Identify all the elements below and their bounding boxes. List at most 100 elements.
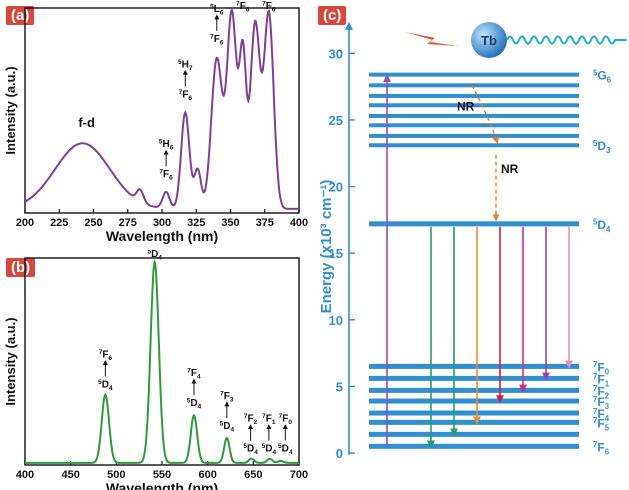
level-label-7F0: 7F0 [593, 360, 610, 376]
x-tick-label-b: 400 [16, 469, 34, 481]
transition-upper-label: 7F4 [187, 368, 201, 381]
y-tick-label: 10 [329, 313, 343, 328]
y-tick-label: 25 [329, 113, 343, 128]
transition-lower-label: 5D4 [243, 443, 258, 456]
x-tick-label-b: 450 [61, 469, 79, 481]
energy-level-5D4 [369, 221, 579, 227]
x-tick-label-a: 250 [84, 217, 102, 229]
level-label-7F1: 7F1 [593, 372, 610, 388]
x-tick-label-b: 500 [107, 469, 125, 481]
level-label-7F3: 7F3 [593, 395, 610, 411]
transition-lower-label: 7F6 [262, 1, 276, 14]
annotation-label-a: f-d [78, 115, 95, 130]
chart-c-energy-diagram: 0 5 10 15 20 25 30 Energy (x10³ cm⁻¹) 5G6 5D3 5D4 7… [318, 21, 627, 461]
nr-label-2: NR [501, 162, 519, 176]
x-tick-label-a: 225 [50, 217, 68, 229]
transition-annotation-a: 7F65G6 [262, 1, 276, 14]
spectrum-line-b [25, 259, 299, 464]
tb-ion-label: Tb [481, 33, 497, 48]
transition-lower-label: 5D4 [187, 398, 202, 411]
transition-lower-label: 7F6 [210, 33, 224, 46]
energy-level-7F [369, 398, 579, 404]
energy-level-7F [369, 387, 579, 393]
y-tick-label: 0 [336, 446, 343, 461]
transition-lower-label: 5D4 [147, 250, 162, 262]
level-label-7F6: 7F6 [593, 440, 610, 456]
energy-level-7F [369, 363, 579, 369]
energy-level-5G6-band [369, 83, 579, 88]
energy-level-7F [369, 375, 579, 381]
x-axis-label-a: Wavelength (nm) [106, 228, 218, 244]
energy-level-5G6-band [369, 72, 579, 77]
transition-annotation-a: 7F65L9 [236, 1, 250, 14]
energy-level-7F [369, 443, 579, 449]
energy-level-7F [369, 419, 579, 425]
level-label-5D3: 5D3 [593, 139, 611, 155]
transition-lower-label: 5D4 [220, 420, 235, 433]
energy-level-7F [369, 410, 579, 416]
transition-lower-label: 5D4 [98, 379, 113, 392]
transition-annotation-a: 7F6 5L6 [210, 3, 224, 46]
x-tick-label-a: 200 [16, 217, 34, 229]
x-tick-label-b: 550 [153, 469, 171, 481]
y-tick-label: 20 [329, 180, 343, 195]
spectrum-line-a [24, 8, 299, 210]
transition-lower-label: 7F6 [236, 1, 250, 14]
energy-level-5G6-band [369, 143, 579, 148]
energy-level-5G6-band [369, 123, 579, 128]
energy-level-7F [369, 431, 579, 437]
transition-upper-label: 7F2 [244, 413, 258, 426]
transition-upper-label: 7F3 [220, 390, 234, 403]
transition-annotation-b: 5D47F5 [147, 250, 162, 262]
transition-annotation-b: 5D4 7F4 [187, 368, 202, 411]
level-label-7F4: 7F4 [593, 407, 610, 423]
transition-upper-label: 7F6 [99, 349, 113, 362]
x-tick-label-b: 600 [198, 469, 216, 481]
level-label-7F5: 7F5 [593, 416, 610, 432]
x-tick-label-a: 275 [119, 217, 137, 229]
transition-upper-label: 5H6 [159, 139, 174, 152]
tb-ion-icon [471, 22, 507, 58]
transition-annotation-b: 5D4 7F1 [262, 413, 277, 456]
y-tick-label: 30 [329, 46, 343, 61]
level-label-5G6: 5G6 [593, 68, 612, 84]
transition-annotation-b: 5D4 7F0 [278, 413, 293, 456]
transition-upper-label: 7F1 [262, 413, 276, 426]
y-axis-label: Energy (x10³ cm⁻¹) [318, 180, 335, 314]
lightning-icon [405, 32, 459, 46]
panel-c-badge: (c) [318, 6, 347, 25]
chart-a-excitation-spectrum: 200 225 250 275 300 325 350 375 400 Wavelength (n… [3, 1, 308, 244]
transition-upper-label: 5H7 [178, 59, 193, 72]
chart-b-emission-spectrum: 400 450 500 550 600 650 700 Wavelength (nm) Inte… [3, 250, 308, 490]
y-tick-label: 5 [336, 379, 343, 394]
emission-wave-icon [506, 35, 627, 45]
x-tick-label-a: 400 [290, 217, 308, 229]
transition-annotation-a: 7F6 5H6 [159, 139, 174, 182]
transition-upper-label: 7F0 [279, 413, 293, 426]
x-tick-label-a: 300 [153, 217, 171, 229]
energy-level-5G6-band [369, 133, 579, 138]
y-axis-label-b: Intensity (a.u.) [3, 317, 18, 405]
transition-upper-label: 5L6 [210, 3, 224, 16]
x-tick-label-b: 650 [244, 469, 262, 481]
transition-annotation-b: 5D4 7F6 [98, 349, 113, 392]
level-label-7F2: 7F2 [593, 384, 610, 400]
energy-level-5G6-band [369, 113, 579, 118]
x-tick-label-a: 375 [256, 217, 274, 229]
x-tick-label-b: 700 [290, 469, 308, 481]
transition-annotation-b: 5D4 7F2 [243, 413, 258, 456]
transition-lower-label: 7F6 [159, 169, 173, 182]
transition-lower-label: 7F6 [179, 89, 193, 102]
y-axis-label-a: Intensity (a.u.) [3, 66, 18, 154]
x-tick-label-a: 325 [187, 217, 205, 229]
transition-annotation-b: 5D4 7F3 [220, 390, 235, 433]
level-label-5D4: 5D4 [593, 218, 611, 234]
energy-level-5G6-band [369, 103, 579, 108]
y-tick-label: 15 [329, 246, 343, 261]
nr-label-1: NR [457, 100, 475, 114]
x-axis-label-b: Wavelength (nm) [106, 480, 218, 490]
energy-level-5G6-band [369, 93, 579, 98]
nr-arrow-1 [471, 84, 499, 144]
x-tick-label-a: 350 [221, 217, 239, 229]
transition-lower-label: 5D4 [262, 443, 277, 456]
